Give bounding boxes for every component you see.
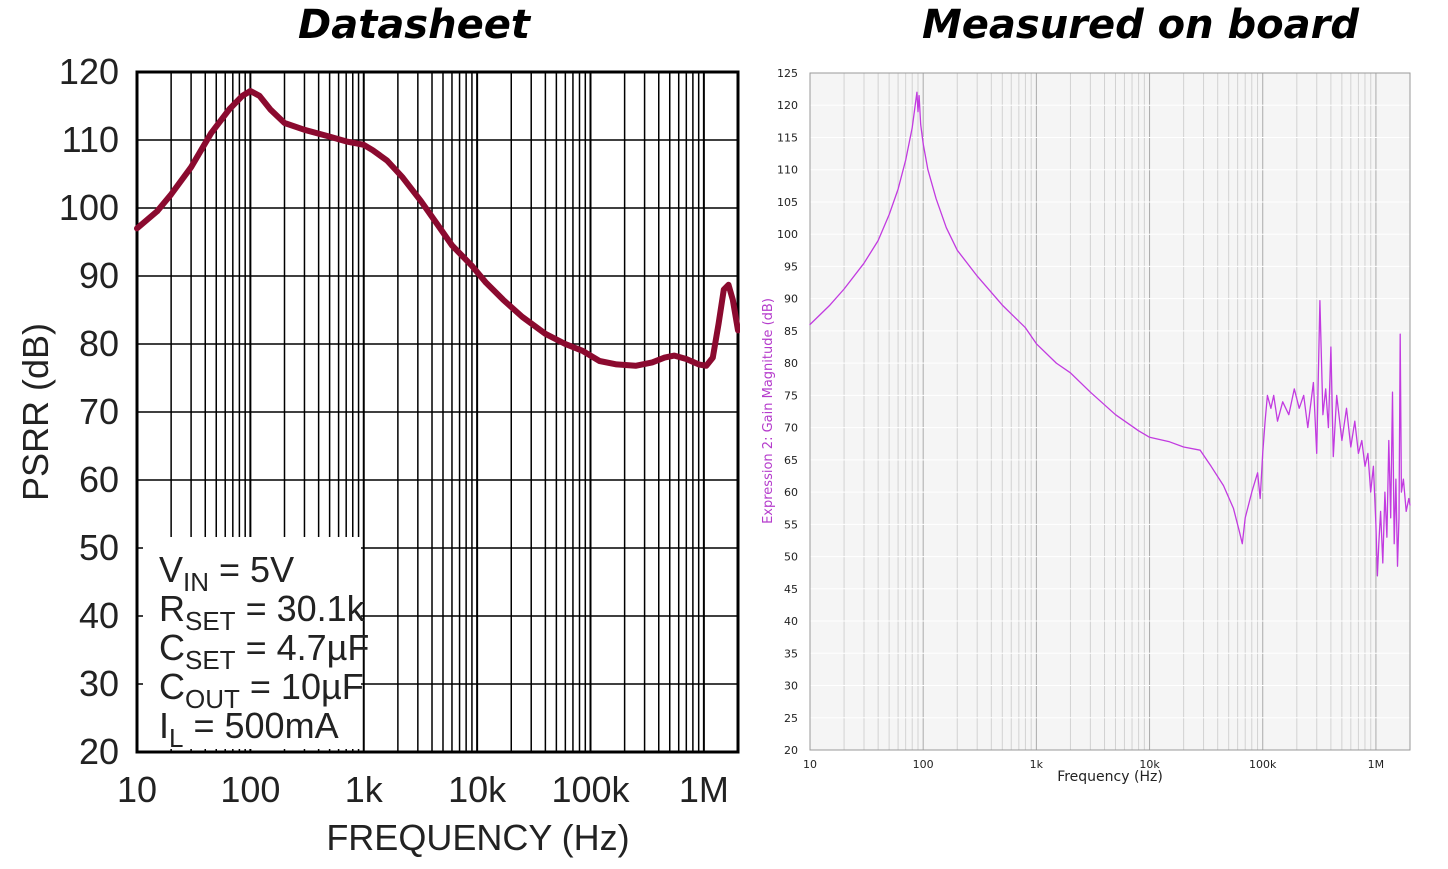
y-tick-label: 50 bbox=[784, 551, 798, 564]
x-axis-label: Frequency (Hz) bbox=[1057, 769, 1163, 785]
annotation-line: VIN = 5V bbox=[159, 549, 294, 597]
y-tick-label: 35 bbox=[784, 647, 798, 660]
y-tick-label: 80 bbox=[784, 357, 798, 370]
x-tick-label: 100 bbox=[220, 769, 280, 810]
annotation-line: IL = 500mA bbox=[159, 705, 339, 753]
y-tick-label: 30 bbox=[79, 663, 119, 704]
y-tick-label: 100 bbox=[59, 187, 119, 228]
x-tick-label: 1M bbox=[1368, 758, 1385, 771]
plot-area bbox=[810, 73, 1410, 750]
plot-frame bbox=[809, 72, 1411, 751]
y-tick-label: 85 bbox=[784, 325, 798, 338]
y-tick-label: 90 bbox=[784, 293, 798, 306]
y-tick-label: 100 bbox=[777, 228, 798, 241]
x-tick-label: 10 bbox=[117, 769, 157, 810]
y-tick-label: 70 bbox=[784, 422, 798, 435]
y-tick-label: 65 bbox=[784, 454, 798, 467]
y-tick-label: 110 bbox=[62, 119, 119, 160]
x-axis-label: FREQUENCY (Hz) bbox=[326, 817, 629, 858]
x-tick-label: 100 bbox=[913, 758, 934, 771]
y-tick-label: 40 bbox=[784, 615, 798, 628]
y-tick-label: 80 bbox=[79, 323, 119, 364]
measured-title: Measured on board bbox=[922, 2, 1359, 48]
y-tick-label: 120 bbox=[777, 99, 798, 112]
x-tick-label: 1M bbox=[679, 769, 729, 810]
y-tick-label: 120 bbox=[59, 51, 119, 92]
y-axis-label: PSRR (dB) bbox=[15, 323, 56, 501]
y-tick-label: 110 bbox=[777, 164, 798, 177]
x-tick-label: 10k bbox=[448, 769, 507, 810]
y-tick-label: 70 bbox=[79, 391, 119, 432]
annotation-line: RSET = 30.1k bbox=[159, 588, 366, 636]
x-tick-label: 100k bbox=[1249, 758, 1277, 771]
y-tick-label: 115 bbox=[777, 131, 798, 144]
y-tick-label: 40 bbox=[79, 595, 119, 636]
annotation-line: CSET = 4.7µF bbox=[159, 627, 369, 675]
annotation-box bbox=[143, 537, 361, 749]
y-tick-label: 20 bbox=[784, 744, 798, 757]
datasheet-title: Datasheet bbox=[298, 2, 530, 48]
x-tick-label: 10 bbox=[803, 758, 817, 771]
annotation-line: COUT = 10µF bbox=[159, 666, 364, 714]
datasheet-chart: 20 30 40 50 60 70 80 90 100 110 120 10 100 1k 10k 100k 1… bbox=[15, 51, 740, 858]
series-line bbox=[134, 88, 740, 369]
y-tick-label: 60 bbox=[784, 486, 798, 499]
y-axis-label: Expression 2: Gain Magnitude (dB) bbox=[761, 298, 776, 524]
y-tick-label: 105 bbox=[777, 196, 798, 209]
x-tick-label: 1k bbox=[1030, 758, 1044, 771]
x-tick-label: 1k bbox=[345, 769, 384, 810]
y-tick-label: 75 bbox=[784, 389, 798, 402]
x-tick-label: 10k bbox=[1139, 758, 1160, 771]
y-tick-label: 50 bbox=[79, 527, 119, 568]
y-tick-label: 60 bbox=[79, 459, 119, 500]
y-tick-label: 55 bbox=[784, 518, 798, 531]
y-tick-label: 45 bbox=[784, 583, 798, 596]
y-tick-label: 95 bbox=[784, 260, 798, 273]
plot-frame bbox=[135, 70, 740, 754]
y-tick-label: 125 bbox=[777, 67, 798, 80]
x-tick-label: 100k bbox=[551, 769, 630, 810]
y-tick-label: 20 bbox=[79, 731, 119, 772]
y-tick-label: 90 bbox=[79, 255, 119, 296]
y-tick-label: 25 bbox=[784, 712, 798, 725]
series-line bbox=[809, 91, 1411, 577]
y-tick-label: 30 bbox=[784, 680, 798, 693]
